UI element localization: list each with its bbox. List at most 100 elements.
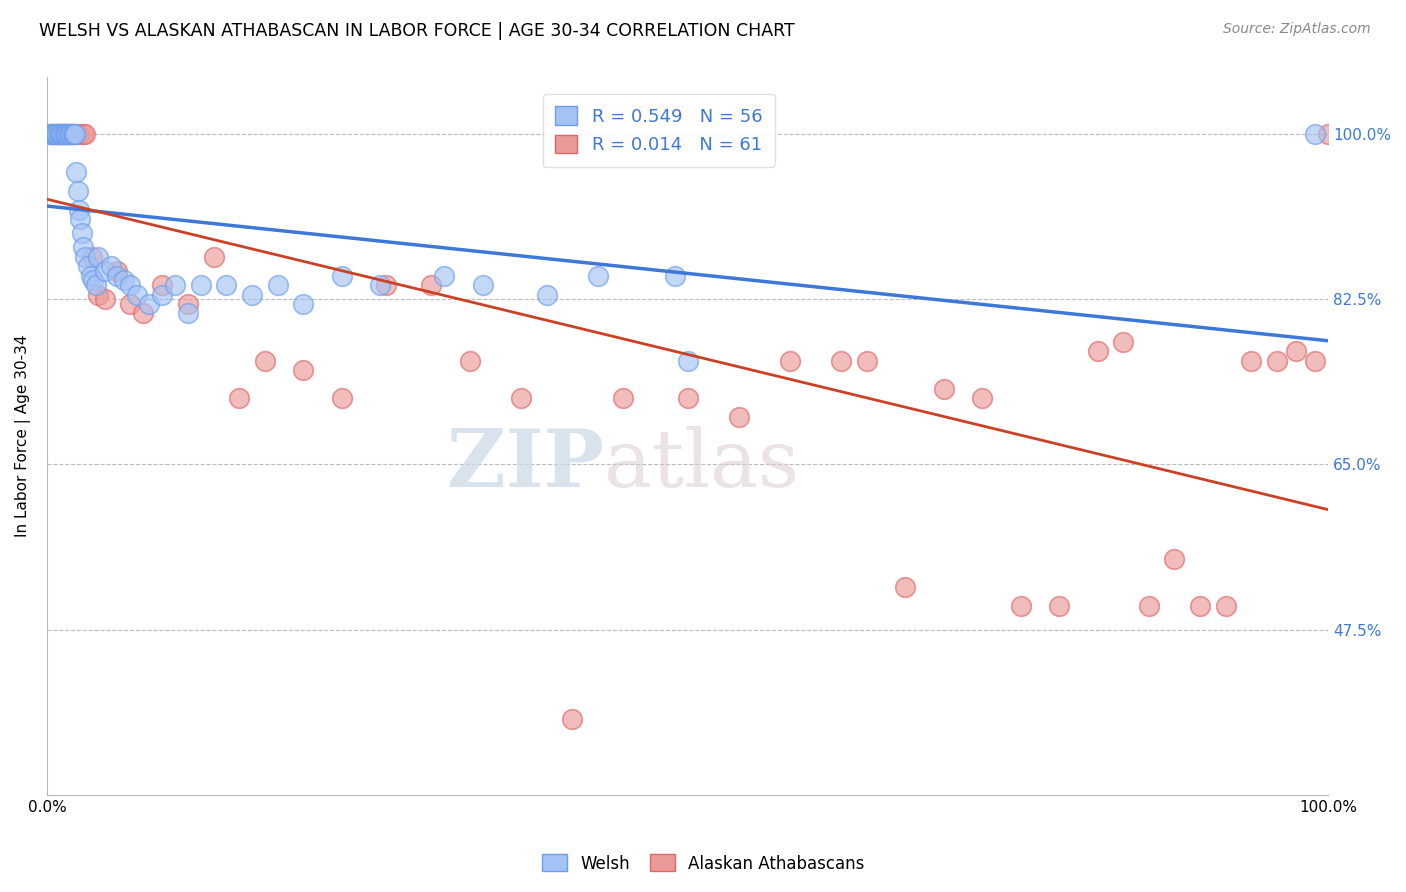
Point <box>856 353 879 368</box>
Point <box>165 278 187 293</box>
Point <box>202 250 225 264</box>
Point <box>536 287 558 301</box>
Legend: Welsh, Alaskan Athabascans: Welsh, Alaskan Athabascans <box>536 847 870 880</box>
Point <box>49 127 72 141</box>
Point <box>87 287 110 301</box>
Point <box>368 278 391 293</box>
Point <box>1137 599 1160 613</box>
Text: Source: ZipAtlas.com: Source: ZipAtlas.com <box>1223 22 1371 37</box>
Point <box>67 127 90 141</box>
Point <box>70 226 93 240</box>
Point <box>1285 344 1308 359</box>
Text: ZIP: ZIP <box>447 425 605 504</box>
Point <box>51 127 73 141</box>
Point <box>150 287 173 301</box>
Point <box>72 240 94 254</box>
Point <box>150 278 173 293</box>
Point <box>375 278 398 293</box>
Point <box>63 127 86 141</box>
Point <box>80 250 103 264</box>
Point <box>458 353 481 368</box>
Point <box>53 127 76 141</box>
Point <box>612 392 634 406</box>
Point <box>87 250 110 264</box>
Point <box>676 353 699 368</box>
Point <box>330 392 353 406</box>
Point <box>1163 551 1185 566</box>
Point <box>46 127 69 141</box>
Point <box>779 353 801 368</box>
Point <box>1317 127 1340 141</box>
Point <box>107 268 129 283</box>
Point <box>59 127 82 141</box>
Point <box>55 127 77 141</box>
Point <box>120 278 142 293</box>
Point <box>45 127 67 141</box>
Point <box>1087 344 1109 359</box>
Point <box>48 127 70 141</box>
Point <box>292 363 315 377</box>
Point <box>58 127 80 141</box>
Text: atlas: atlas <box>605 425 800 504</box>
Point <box>107 264 129 278</box>
Point <box>253 353 276 368</box>
Point <box>44 127 66 141</box>
Point <box>112 273 135 287</box>
Point <box>177 306 200 320</box>
Y-axis label: In Labor Force | Age 30-34: In Labor Force | Age 30-34 <box>15 334 31 537</box>
Point <box>77 259 100 273</box>
Point <box>49 127 72 141</box>
Point <box>132 306 155 320</box>
Point <box>58 127 80 141</box>
Point <box>79 268 101 283</box>
Point <box>510 392 533 406</box>
Point <box>41 127 63 141</box>
Point <box>586 268 609 283</box>
Point <box>41 127 63 141</box>
Point <box>56 127 79 141</box>
Point <box>38 127 60 141</box>
Point <box>177 297 200 311</box>
Point <box>75 127 97 141</box>
Point <box>190 278 212 293</box>
Point <box>38 127 60 141</box>
Point <box>42 127 65 141</box>
Point <box>433 268 456 283</box>
Point <box>75 250 97 264</box>
Point <box>215 278 238 293</box>
Point <box>420 278 443 293</box>
Point <box>240 287 263 301</box>
Point <box>66 184 89 198</box>
Point <box>55 127 77 141</box>
Point <box>60 127 83 141</box>
Point <box>63 127 86 141</box>
Point <box>63 127 86 141</box>
Point <box>1189 599 1212 613</box>
Point <box>1265 353 1288 368</box>
Point <box>1047 599 1070 613</box>
Point <box>330 268 353 283</box>
Point <box>82 273 104 287</box>
Point <box>67 202 90 217</box>
Point <box>471 278 494 293</box>
Point <box>48 127 70 141</box>
Point <box>228 392 250 406</box>
Point <box>1305 353 1327 368</box>
Point <box>932 382 955 396</box>
Point <box>727 410 749 425</box>
Point <box>894 580 917 594</box>
Point <box>45 127 67 141</box>
Point <box>1305 127 1327 141</box>
Point <box>62 127 84 141</box>
Point <box>125 287 148 301</box>
Point <box>52 127 75 141</box>
Point <box>1112 334 1135 349</box>
Point <box>1215 599 1237 613</box>
Point <box>52 127 75 141</box>
Point <box>664 268 686 283</box>
Point <box>266 278 288 293</box>
Point <box>100 259 122 273</box>
Point <box>49 127 72 141</box>
Point <box>59 127 82 141</box>
Point <box>676 392 699 406</box>
